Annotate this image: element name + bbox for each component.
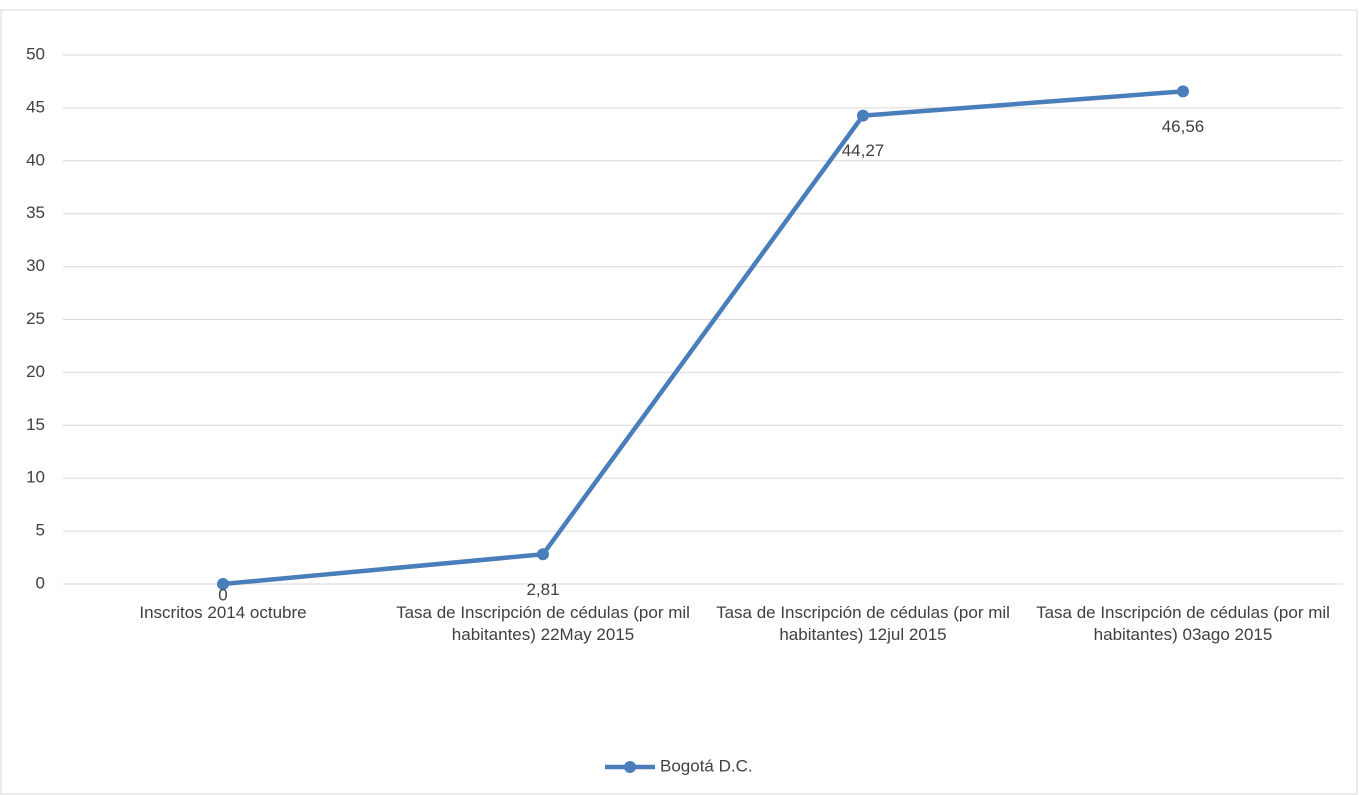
x-tick-label: Tasa de Inscripción de cédulas (por mil … — [716, 603, 1010, 644]
legend-marker — [624, 761, 636, 773]
marker — [217, 578, 229, 590]
x-tick-label: Tasa de Inscripción de cédulas (por mil … — [396, 603, 690, 644]
y-tick-label: 30 — [26, 256, 45, 275]
data-label: 0 — [218, 585, 227, 604]
y-tick-label: 0 — [36, 573, 45, 592]
x-tick-label: Tasa de Inscripción de cédulas (por mil … — [1036, 603, 1330, 644]
data-label: 2,81 — [526, 580, 559, 599]
y-tick-label: 5 — [36, 521, 45, 540]
legend-label: Bogotá D.C. — [660, 756, 753, 775]
y-tick-label: 15 — [26, 415, 45, 434]
y-tick-label: 20 — [26, 362, 45, 381]
y-tick-label: 45 — [26, 97, 45, 116]
y-tick-label: 50 — [26, 44, 45, 63]
y-tick-label: 35 — [26, 203, 45, 222]
marker — [1177, 85, 1189, 98]
data-label: 44,27 — [842, 141, 885, 160]
marker — [537, 548, 549, 561]
data-label: 46,56 — [1162, 117, 1205, 136]
chart-frame — [0, 9, 1358, 795]
line — [222, 89, 1184, 587]
y-tick-label: 25 — [26, 309, 45, 328]
y-tick-label: 40 — [26, 150, 45, 169]
marker — [857, 109, 869, 122]
y-tick-label: 10 — [26, 468, 45, 487]
x-tick-label: Inscritos 2014 octubre — [139, 603, 307, 622]
